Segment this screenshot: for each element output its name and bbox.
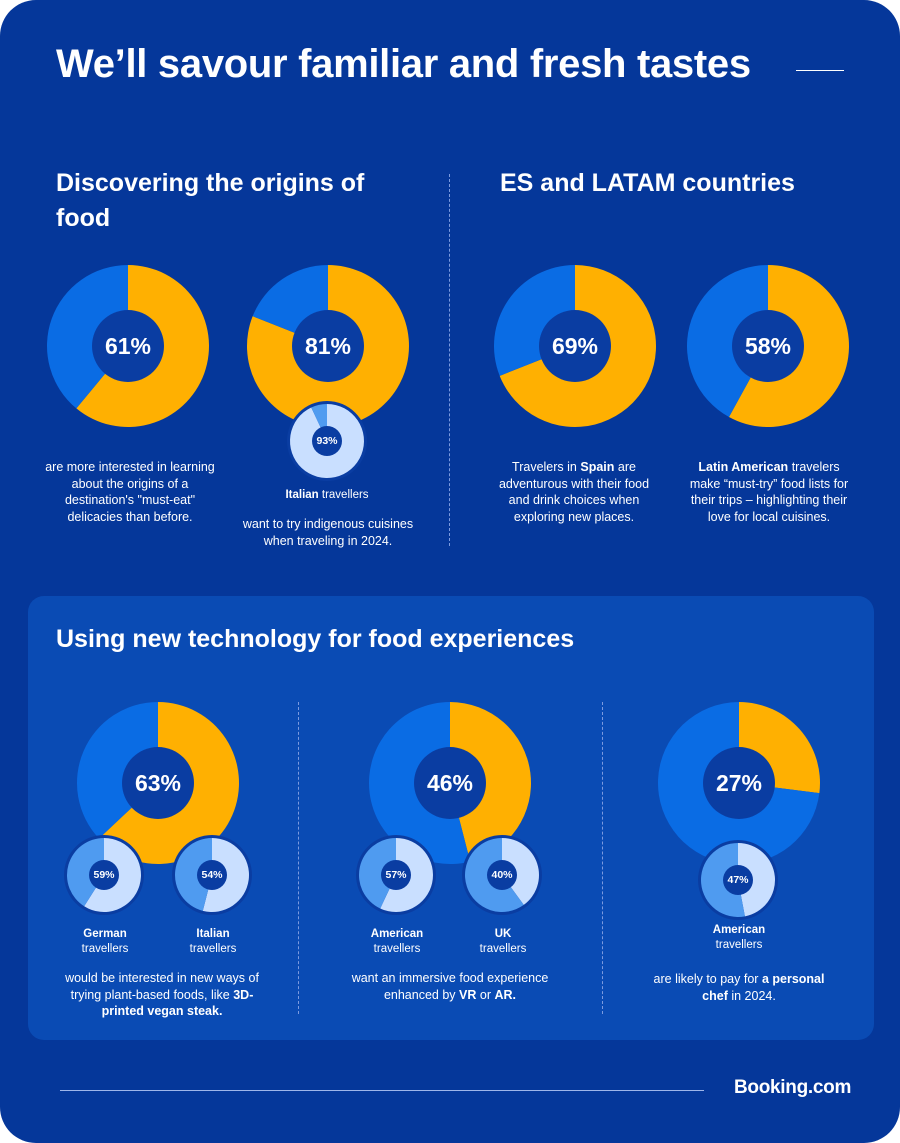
donut-value-label: 93% bbox=[316, 435, 338, 447]
caption-post: are adventurous with their food and drin… bbox=[498, 460, 650, 524]
donut-slice-rest bbox=[46, 265, 128, 409]
footer-rule bbox=[60, 1090, 704, 1091]
sub-label-strong: Italian bbox=[196, 928, 230, 940]
donut-value-label: 47% bbox=[727, 874, 749, 886]
donut-value-label: 59% bbox=[93, 869, 115, 881]
sub-label-american-57: American travellers bbox=[346, 927, 448, 957]
donut-center bbox=[539, 310, 611, 382]
sub-label-strong: UK bbox=[494, 928, 512, 940]
caption-or: or bbox=[479, 987, 492, 1002]
sub-label-rest: travellers bbox=[321, 489, 369, 501]
sub-label-american-47: American travellers bbox=[688, 923, 790, 953]
sub-label-rest: travellers bbox=[715, 939, 763, 951]
panel-divider-right bbox=[602, 702, 603, 1014]
sub-label-strong: American bbox=[370, 928, 424, 940]
sub-label-strong: American bbox=[712, 924, 766, 936]
donut-chart-40: 40% bbox=[462, 835, 542, 915]
donut-value-label: 27% bbox=[716, 770, 762, 796]
donut-chart-54: 54% bbox=[172, 835, 252, 915]
donut-slice-rest bbox=[359, 838, 396, 909]
donut-center bbox=[292, 310, 364, 382]
donut-center bbox=[414, 747, 486, 819]
caption-ar: AR. bbox=[494, 987, 517, 1002]
caption-spain-69: Travelers in Spain are adventurous with … bbox=[493, 459, 655, 525]
sub-label-strong: German bbox=[83, 928, 127, 940]
page-title: We’ll savour familiar and fresh tastes bbox=[56, 42, 751, 86]
sub-label-italian-93: Italian travellers bbox=[262, 488, 392, 503]
caption-latam-58: Latin American travelers make “must-try”… bbox=[686, 459, 852, 525]
donut-slice-share bbox=[450, 702, 531, 862]
sub-label-rest: travellers bbox=[189, 943, 237, 955]
donut-chart-69: 69% bbox=[494, 265, 656, 427]
panel-divider-left bbox=[298, 702, 299, 1014]
title-rule bbox=[796, 70, 844, 71]
donut-chart-63: 63% bbox=[76, 702, 239, 864]
section-title-latam: ES and LATAM countries bbox=[500, 169, 795, 197]
caption-origins-61: are more interested in learning about th… bbox=[45, 460, 215, 524]
donut-chart-27: 27% bbox=[658, 702, 820, 864]
booking-logo: Booking.com bbox=[734, 1077, 852, 1098]
caption-post: in 2024. bbox=[731, 988, 776, 1003]
donut-chart-57: 57% bbox=[356, 835, 436, 915]
sub-label-rest: travellers bbox=[479, 943, 527, 955]
sub-label-rest: travellers bbox=[373, 943, 421, 955]
donut-chart-93: 93% bbox=[287, 401, 367, 481]
caption-strong: Spain bbox=[580, 460, 615, 474]
caption-strong: a personal chef bbox=[702, 972, 825, 1003]
donut-center bbox=[92, 310, 164, 382]
caption-vr: VR bbox=[459, 987, 477, 1002]
donut-slice-share bbox=[738, 843, 775, 917]
donut-slice-share bbox=[502, 838, 539, 905]
donut-chart-46: 46% bbox=[369, 702, 531, 864]
donut-center bbox=[732, 310, 804, 382]
section-title-origins: Discovering the origins of food bbox=[56, 169, 365, 232]
donut-center bbox=[487, 860, 517, 890]
donut-value-label: 54% bbox=[201, 869, 223, 881]
section-divider bbox=[449, 174, 450, 546]
donut-chart-59: 59% bbox=[64, 835, 144, 915]
caption-tech-46: want an immersive food experience enhanc… bbox=[344, 970, 556, 1003]
caption-pre: would be interested in new ways of tryin… bbox=[65, 971, 259, 1002]
donut-center bbox=[723, 865, 753, 895]
donut-value-label: 63% bbox=[135, 770, 181, 796]
donut-value-label: 40% bbox=[491, 869, 513, 881]
caption-pre: Travelers in bbox=[512, 460, 577, 474]
donut-chart-58: 58% bbox=[687, 265, 849, 427]
caption-pre: want an immersive food experience enhanc… bbox=[351, 971, 549, 1002]
donut-slice-rest bbox=[76, 702, 158, 839]
donut-center bbox=[312, 426, 342, 456]
section-title-tech: Using new technology for food experience… bbox=[56, 625, 575, 653]
donut-slice-rest bbox=[174, 838, 212, 911]
caption-post: travelers make “must-try” food lists for… bbox=[689, 460, 849, 524]
caption-strong: Latin American bbox=[698, 460, 789, 474]
caption-strong: 3D-printed vegan steak. bbox=[101, 987, 254, 1019]
sub-label-uk-40: UK travellers bbox=[452, 927, 554, 957]
caption-pre: are likely to pay for bbox=[653, 972, 759, 986]
donut-value-label: 81% bbox=[305, 333, 351, 359]
caption-origins-81: want to try indigenous cuisines when tra… bbox=[242, 517, 414, 548]
sub-label-german-59: German travellers bbox=[54, 927, 156, 957]
donut-value-label: 57% bbox=[385, 869, 407, 881]
donut-center bbox=[122, 747, 194, 819]
donut-slice-rest bbox=[687, 265, 768, 417]
donut-chart-81: 81% bbox=[247, 265, 409, 427]
donut-value-label: 61% bbox=[105, 333, 151, 359]
caption-tech-63: would be interested in new ways of tryin… bbox=[64, 970, 260, 1020]
donut-slice-rest bbox=[701, 843, 745, 917]
donut-center bbox=[381, 860, 411, 890]
donut-value-label: 58% bbox=[745, 333, 791, 359]
donut-value-label: 46% bbox=[427, 770, 473, 796]
donut-chart-47: 47% bbox=[698, 840, 778, 920]
donut-chart-61: 61% bbox=[46, 265, 210, 427]
caption-tech-27: are likely to pay for a personal chef in… bbox=[644, 971, 834, 1004]
donut-slice-rest bbox=[67, 838, 104, 907]
sub-label-rest: travellers bbox=[81, 943, 129, 955]
sub-label-strong: Italian bbox=[285, 489, 319, 501]
sub-label-italian-54: Italian travellers bbox=[162, 927, 264, 957]
donut-center bbox=[197, 860, 227, 890]
donut-value-label: 69% bbox=[552, 333, 598, 359]
donut-center bbox=[703, 747, 775, 819]
donut-center bbox=[89, 860, 119, 890]
